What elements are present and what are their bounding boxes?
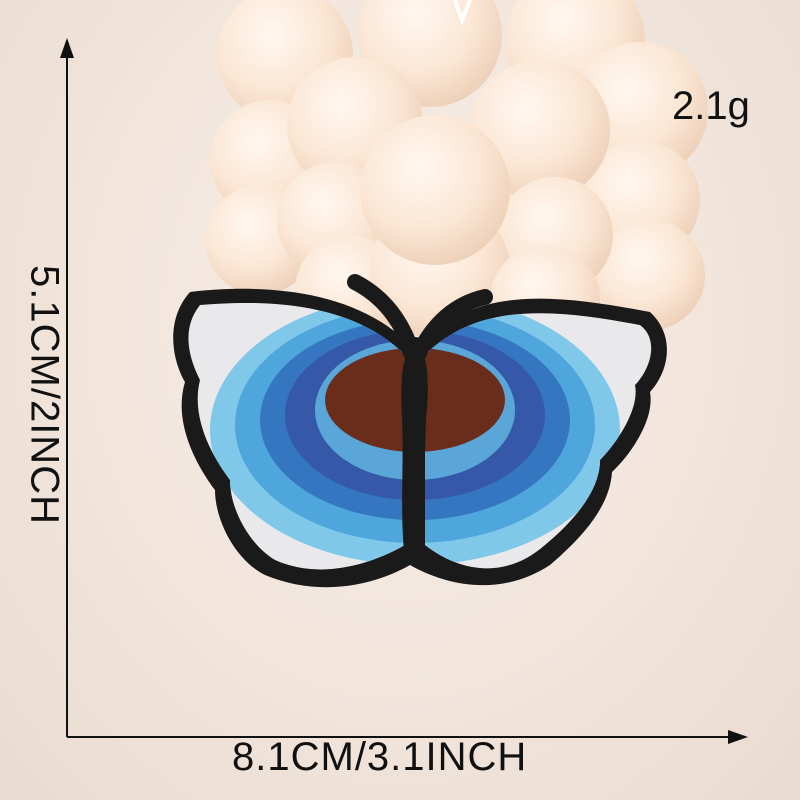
weight-label: 2.1g: [672, 84, 750, 128]
width-dimension-label: 8.1CM/3.1INCH: [232, 735, 528, 779]
height-dimension-label: 5.1CM/2INCH: [22, 265, 67, 525]
dimension-arrows: [60, 38, 748, 744]
arrow-up-icon: [60, 38, 74, 58]
butterfly-patch: [173, 274, 667, 588]
arrow-right-icon: [728, 730, 748, 744]
